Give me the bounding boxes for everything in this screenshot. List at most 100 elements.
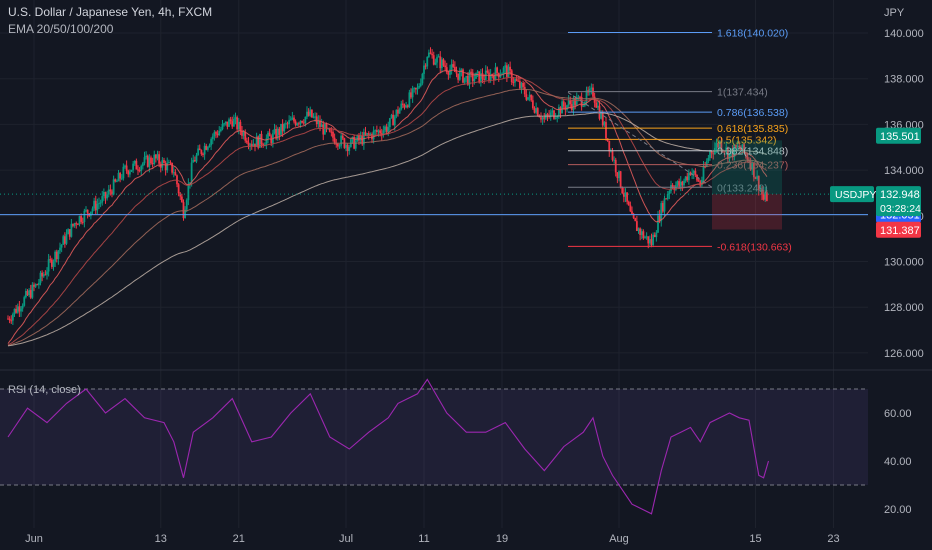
y-tick-label: 126.000 bbox=[884, 348, 924, 360]
candle-body bbox=[197, 148, 200, 155]
candle-body bbox=[36, 284, 39, 286]
candle-body bbox=[33, 284, 35, 287]
candle-body bbox=[681, 181, 684, 186]
candle-body bbox=[660, 203, 663, 222]
candle-body bbox=[647, 236, 650, 244]
candle-body bbox=[226, 121, 229, 127]
candle-body bbox=[434, 62, 437, 65]
candle-body bbox=[393, 116, 396, 126]
candle-body bbox=[561, 101, 564, 114]
candle-body bbox=[50, 259, 53, 267]
chart-title: U.S. Dollar / Japanese Yen, 4h, FXCM bbox=[8, 5, 213, 19]
candle-body bbox=[41, 272, 44, 277]
candle-body bbox=[156, 154, 159, 159]
candle-body bbox=[59, 247, 61, 251]
candle-body bbox=[707, 157, 710, 162]
candle-body bbox=[648, 239, 651, 244]
candle-body bbox=[582, 105, 585, 107]
candle-body bbox=[624, 192, 627, 197]
candle-body bbox=[749, 161, 752, 170]
candle-body bbox=[200, 150, 203, 154]
candle-body bbox=[280, 123, 282, 135]
candle-body bbox=[34, 284, 37, 287]
candle-body bbox=[306, 111, 308, 117]
candle-body bbox=[541, 117, 544, 120]
candle-body bbox=[366, 133, 369, 135]
candle-body bbox=[78, 216, 81, 225]
candle-body bbox=[273, 129, 276, 134]
rsi-band bbox=[0, 389, 868, 485]
x-tick-label: 11 bbox=[418, 533, 429, 545]
candle-body bbox=[62, 236, 65, 245]
candle-body bbox=[73, 223, 76, 226]
candle-body bbox=[665, 198, 668, 200]
candle-body bbox=[182, 202, 185, 219]
candle-body bbox=[247, 142, 250, 146]
candle-body bbox=[184, 209, 187, 219]
fib-label: 0.786(136.538) bbox=[717, 107, 788, 119]
candle-body bbox=[76, 224, 79, 226]
candle-body bbox=[288, 120, 291, 124]
candle-body bbox=[520, 83, 523, 89]
candle-body bbox=[229, 119, 232, 122]
candle-body bbox=[635, 221, 638, 232]
candle-body bbox=[447, 72, 450, 75]
candle-body bbox=[600, 113, 603, 119]
candle-body bbox=[189, 182, 191, 184]
candle-body bbox=[712, 153, 715, 155]
candle-body bbox=[429, 52, 432, 54]
candle-body bbox=[234, 117, 237, 119]
candle-body bbox=[686, 176, 689, 181]
candle-body bbox=[449, 69, 451, 75]
candle-body bbox=[137, 169, 139, 171]
price-tag bbox=[876, 221, 921, 238]
candle-body bbox=[223, 123, 226, 125]
candle-body bbox=[621, 187, 624, 194]
x-tick-label: Aug bbox=[609, 533, 629, 545]
candle-body bbox=[54, 251, 57, 262]
symbol-name: USDJPY bbox=[835, 189, 876, 201]
candle-body bbox=[479, 73, 482, 83]
candle-body bbox=[60, 244, 63, 248]
candle-body bbox=[242, 131, 245, 136]
candle-body bbox=[364, 132, 367, 135]
candle-body bbox=[663, 198, 666, 212]
candle-body bbox=[102, 192, 105, 197]
fib-label: 0.236(134.237) bbox=[717, 160, 788, 172]
candle-body bbox=[216, 133, 219, 136]
candle-body bbox=[179, 193, 182, 197]
rsi-tick-label: 20.00 bbox=[884, 504, 912, 516]
fib-label: 1.618(140.020) bbox=[717, 28, 788, 40]
candle-body bbox=[338, 145, 341, 147]
candle-body bbox=[408, 92, 411, 107]
candle-body bbox=[8, 318, 11, 321]
candle-body bbox=[211, 136, 214, 140]
indicator-label[interactable]: EMA 20/50/100/200 bbox=[8, 22, 114, 36]
candle-body bbox=[218, 131, 221, 136]
candle-body bbox=[499, 74, 502, 78]
candle-body bbox=[249, 144, 252, 146]
candle-body bbox=[237, 121, 240, 130]
candle-body bbox=[322, 124, 325, 135]
candle-body bbox=[414, 87, 417, 90]
candle-body bbox=[323, 124, 326, 135]
candle-body bbox=[348, 146, 351, 152]
candle-body bbox=[496, 67, 499, 73]
candle-body bbox=[265, 138, 268, 146]
candle-body bbox=[319, 120, 321, 127]
candle-body bbox=[80, 216, 83, 222]
candle-body bbox=[465, 76, 468, 78]
candle-body bbox=[640, 231, 643, 235]
candle-body bbox=[328, 128, 331, 132]
candle-body bbox=[764, 192, 767, 200]
candle-body bbox=[98, 203, 100, 205]
fib-label: -0.618(130.663) bbox=[717, 241, 792, 253]
candle-body bbox=[70, 223, 73, 237]
candle-body bbox=[527, 97, 529, 100]
candle-body bbox=[627, 201, 630, 206]
candle-body bbox=[557, 107, 560, 117]
candle-body bbox=[387, 127, 390, 132]
candle-body bbox=[616, 172, 619, 179]
candle-body bbox=[341, 135, 344, 139]
